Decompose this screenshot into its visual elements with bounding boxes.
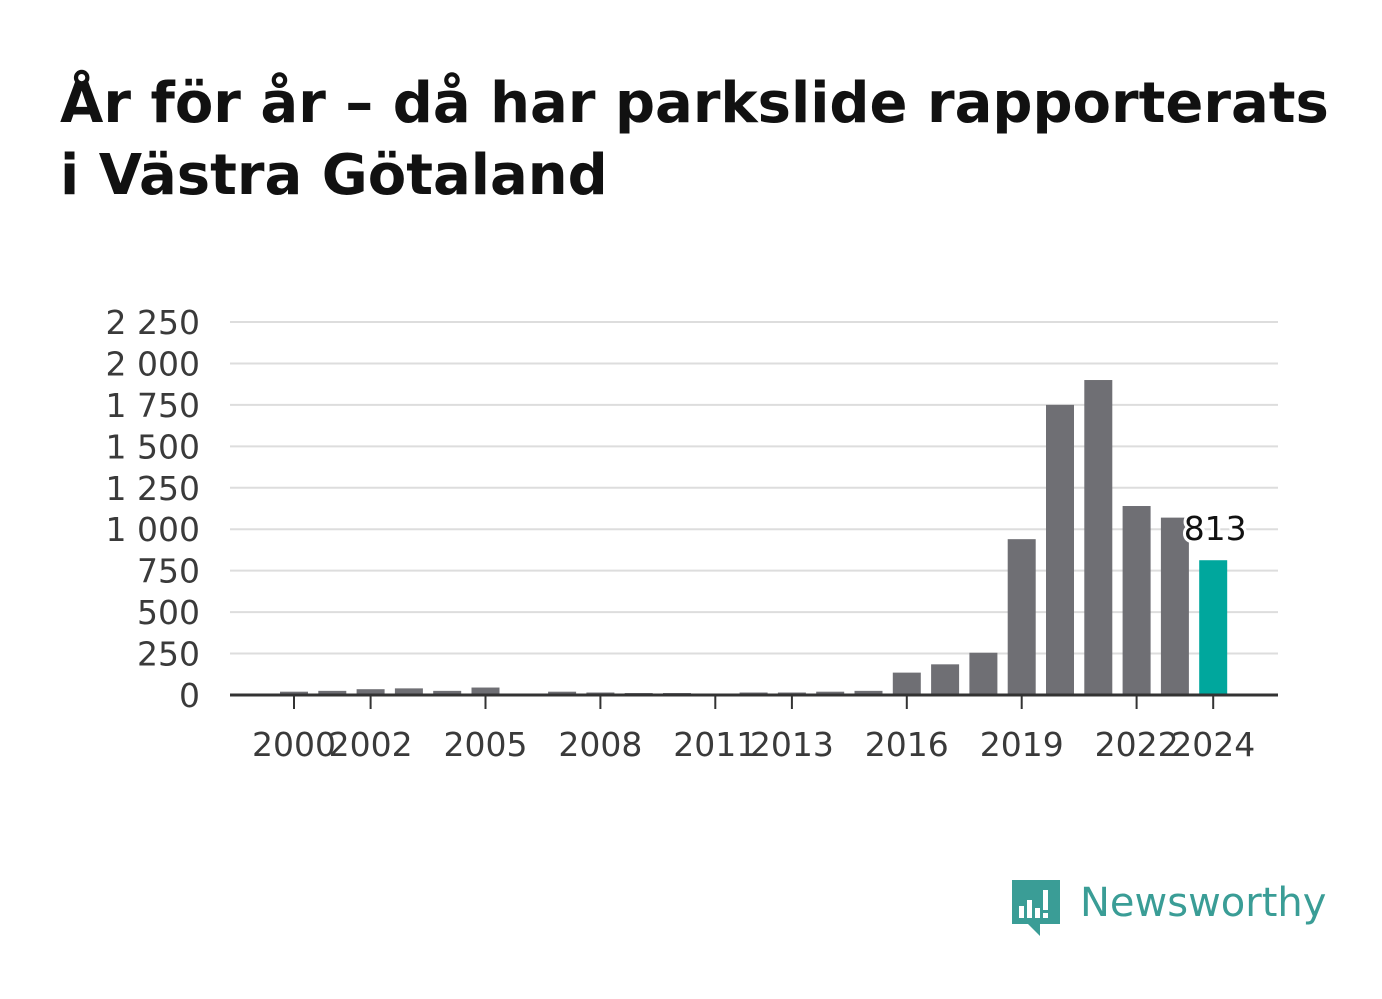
x-tick-label: 2005 (444, 725, 528, 764)
bar-2007 (548, 691, 577, 695)
newsworthy-logo-icon (1012, 880, 1060, 936)
bar-2005 (471, 687, 500, 695)
y-tick-label: 0 (179, 676, 200, 715)
x-tick-label: 2002 (329, 725, 413, 764)
chart-title: År för år – då har parkslide rapporterat… (60, 71, 1329, 208)
gridlines (230, 321, 1278, 655)
y-tick-label: 750 (137, 552, 200, 591)
bar-2017 (931, 664, 960, 695)
bar-2020 (1046, 404, 1074, 695)
x-tick-label: 2008 (558, 725, 642, 764)
y-tick-label: 500 (137, 593, 200, 632)
bar-2023 (1160, 517, 1189, 695)
bar-2024 (1199, 560, 1228, 695)
bar-2019 (1007, 539, 1036, 695)
y-tick-label: 1 250 (106, 469, 200, 508)
y-tick-label: 250 (137, 635, 200, 674)
y-tick-label: 1 000 (106, 510, 200, 549)
bar-2015 (854, 690, 883, 695)
bar-2004 (433, 690, 462, 695)
y-tick-label: 2 250 (106, 303, 200, 342)
bar-2021 (1084, 380, 1113, 695)
bar-2022 (1122, 506, 1151, 695)
x-tick-label: 2013 (750, 725, 834, 764)
data-labels: 813 (1181, 506, 1250, 551)
y-tick-label: 2 000 (106, 344, 200, 383)
y-tick-label: 1 750 (106, 386, 200, 425)
x-tick-label: 2016 (865, 725, 949, 764)
bar-2000 (280, 691, 308, 695)
x-tick-label: 2000 (252, 725, 336, 764)
x-tick-label: 2024 (1171, 725, 1255, 764)
bar-2002 (356, 689, 385, 695)
bar-2001 (318, 690, 347, 695)
x-tick-label: 2022 (1095, 725, 1179, 764)
bar-2018 (969, 652, 998, 695)
x-tick-label: 2011 (673, 725, 757, 764)
y-tick-label: 1 500 (106, 427, 200, 466)
brand-name: Newsworthy (1080, 880, 1327, 926)
x-tick-label: 2019 (980, 725, 1064, 764)
newsworthy-logo: Newsworthy (1010, 878, 1340, 942)
bar-2016 (892, 672, 921, 695)
data-label-highlight: 813 (1184, 509, 1247, 548)
bars (280, 380, 1228, 695)
bar-2003 (394, 688, 423, 695)
bar-2014 (816, 691, 845, 695)
